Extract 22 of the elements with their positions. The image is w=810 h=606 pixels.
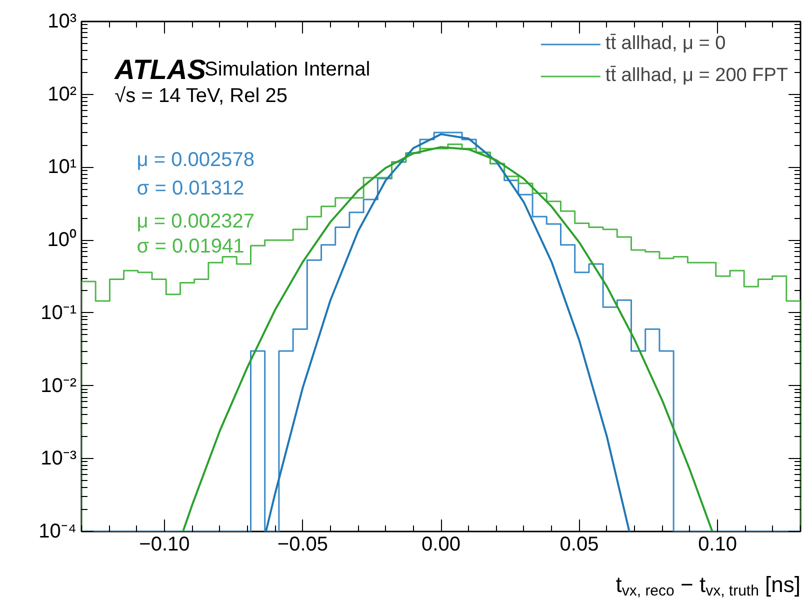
x-tick-label: 0.00 — [422, 534, 460, 556]
y-tick-label: 10⁻³ — [40, 448, 77, 470]
y-tick-label: 10⁻¹ — [40, 302, 77, 324]
x-tick-label: 0.10 — [698, 534, 738, 556]
y-tick-label: 10¹ — [48, 156, 77, 178]
annotation: σ = 0.01941 — [136, 235, 244, 258]
annotation: ATLAS — [114, 54, 206, 85]
y-tick-label: 10³ — [48, 10, 77, 32]
y-tick-label: 10⁰ — [47, 228, 77, 252]
y-tick-label: 10⁻⁴ — [38, 520, 77, 542]
x-tick-label: 0.05 — [560, 534, 599, 556]
annotation: σ = 0.01312 — [136, 178, 244, 200]
legend-label: tt̄ allhad, μ = 0 — [605, 33, 726, 55]
legend-label: tt̄ allhad, μ = 200 FPT — [605, 65, 788, 87]
y-tick-label: 10² — [48, 83, 77, 106]
annotation: √s = 14 TeV, Rel 25 — [114, 84, 288, 107]
annotation: μ = 0.002327 — [136, 210, 255, 232]
x-tick-label: −0.10 — [139, 534, 190, 556]
y-tick-label: 10⁻² — [40, 374, 77, 397]
annotation: μ = 0.002578 — [136, 149, 255, 172]
annotation: Simulation Internal — [204, 58, 370, 80]
x-tick-label: −0.05 — [277, 534, 328, 556]
